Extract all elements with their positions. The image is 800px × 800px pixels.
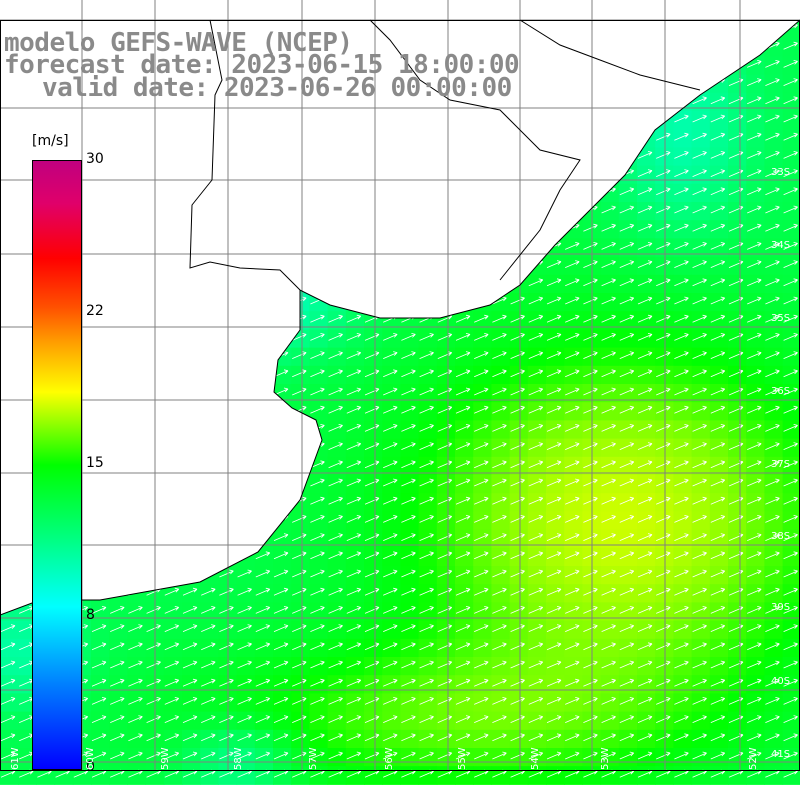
lat-label: 38S [771, 531, 791, 542]
title-forecast-date: forecast date: 2023-06-15 18:00:00 [4, 50, 520, 80]
border-line [369, 19, 581, 281]
lat-label: 39S [771, 602, 791, 613]
lat-label: 35S [771, 313, 791, 324]
lon-label: 60W [85, 747, 96, 770]
colorbar-tick-30: 30 [86, 151, 104, 167]
river-coast [189, 19, 301, 291]
lon-label: 59W [160, 747, 171, 770]
colorbar [32, 160, 82, 770]
lat-label: 36S [771, 386, 791, 397]
lon-label: 53W [600, 747, 611, 770]
colorbar-tick-15: 15 [86, 455, 104, 471]
title-valid-date: valid date: 2023-06-26 00:00:00 [42, 73, 512, 103]
lon-label: 56W [384, 747, 395, 770]
colorbar-tick-0: 0 [86, 759, 95, 775]
lagoon-line [519, 19, 701, 91]
colorbar-tick-22: 22 [86, 303, 104, 319]
lat-label: 41S [771, 749, 791, 760]
lon-label: 57W [308, 747, 319, 770]
lat-label: 33S [771, 167, 791, 178]
lon-label: 55W [457, 747, 468, 770]
land-north-cover [0, 0, 800, 318]
lat-label: 37S [771, 459, 791, 470]
graticule [0, 0, 800, 770]
lon-label: 52W [748, 747, 759, 770]
lon-label: 58W [233, 747, 244, 770]
colorbar-unit: [m/s] [32, 133, 69, 149]
colorbar-tick-8: 8 [86, 607, 95, 623]
lat-label: 34S [771, 240, 791, 251]
lat-label: 40S [771, 676, 791, 687]
lon-label: 61W [10, 747, 21, 770]
lon-label: 54W [530, 747, 541, 770]
title-model: modelo GEFS-WAVE (NCEP) [4, 28, 353, 58]
